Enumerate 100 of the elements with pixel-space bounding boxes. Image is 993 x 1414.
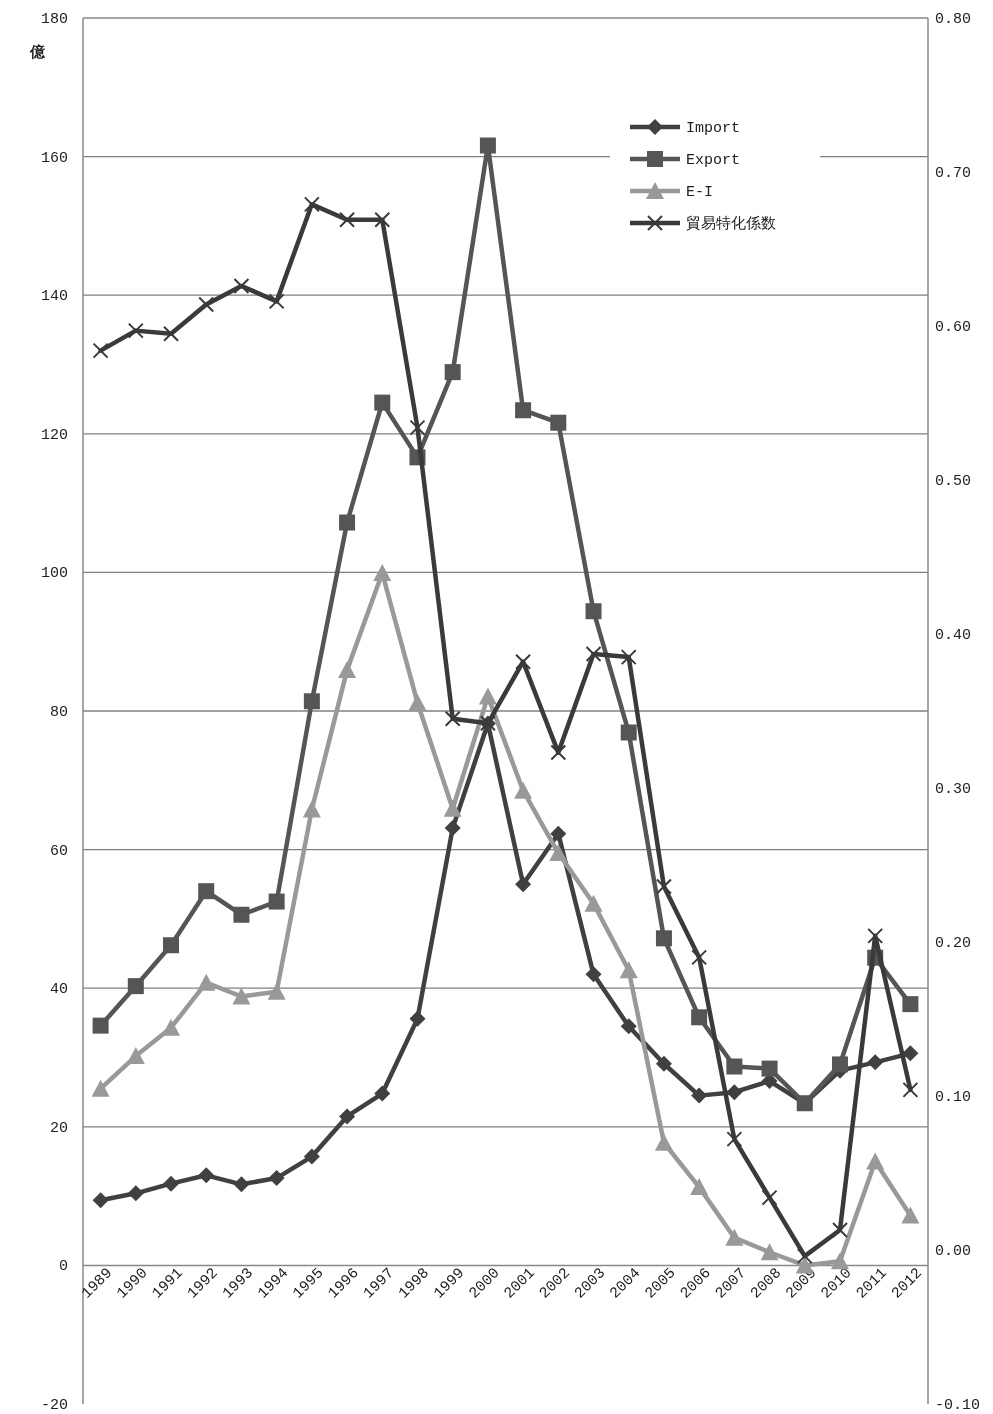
legend-label: Export	[686, 152, 741, 169]
point	[515, 876, 532, 893]
point	[338, 661, 357, 679]
point	[232, 987, 251, 1005]
y-tick-label: 80	[49, 704, 68, 721]
point	[655, 878, 672, 895]
point	[550, 744, 567, 761]
y-tick-label: 100	[40, 565, 68, 583]
y2-tick-label: 0.00	[935, 1243, 972, 1260]
point	[866, 1152, 885, 1170]
y-tick-label: 180	[40, 11, 68, 28]
y-tick-label: 20	[49, 1119, 68, 1137]
point	[339, 211, 356, 228]
point	[163, 325, 180, 342]
point	[408, 693, 427, 711]
point	[691, 1087, 708, 1104]
point	[549, 844, 568, 862]
point	[303, 693, 320, 710]
point	[163, 937, 180, 954]
point	[444, 710, 461, 727]
point	[197, 973, 216, 991]
point	[796, 1248, 813, 1265]
y2-tick-label: -0.10	[935, 1397, 981, 1414]
y2-tick-label: 0.20	[935, 935, 972, 952]
y-tick-label: 40	[49, 981, 68, 999]
point	[761, 1189, 778, 1206]
point	[726, 1131, 743, 1148]
point	[584, 894, 603, 912]
point	[91, 1079, 110, 1097]
point	[654, 1133, 673, 1151]
y-tick-label: 60	[49, 842, 68, 860]
point	[620, 649, 637, 666]
point	[831, 1221, 848, 1238]
point	[585, 603, 602, 620]
point	[373, 564, 392, 582]
point	[374, 394, 391, 411]
y-axis-title: 億	[28, 43, 46, 61]
point	[760, 1243, 779, 1261]
y2-tick-label: 0.50	[935, 473, 972, 490]
y-tick-label: -20	[40, 1397, 68, 1414]
point	[233, 1176, 250, 1193]
point	[374, 1085, 391, 1102]
point	[902, 1045, 919, 1062]
point	[268, 293, 285, 310]
y-tick-label: 160	[40, 149, 68, 167]
point	[515, 653, 532, 670]
point	[92, 1192, 109, 1209]
point	[620, 1018, 637, 1035]
point	[303, 196, 320, 213]
point	[691, 1009, 708, 1026]
point	[409, 1010, 426, 1027]
y2-tick-label: 0.30	[935, 781, 972, 798]
y2-tick-label: 0.10	[935, 1089, 972, 1106]
point	[902, 996, 919, 1013]
point	[585, 646, 602, 663]
point	[127, 1185, 144, 1202]
point	[127, 322, 144, 339]
point	[478, 687, 497, 705]
y-tick-label: 140	[40, 288, 68, 306]
point	[303, 1148, 320, 1165]
point	[267, 982, 286, 1000]
point	[302, 800, 321, 818]
point	[691, 949, 708, 966]
point	[830, 1252, 849, 1270]
legend-label: Import	[686, 120, 741, 137]
point	[619, 961, 638, 979]
point	[198, 1167, 215, 1184]
point	[409, 419, 426, 436]
point	[655, 1055, 672, 1072]
point	[198, 883, 215, 900]
point	[268, 893, 285, 910]
point	[514, 781, 533, 799]
y2-tick-label: 0.40	[935, 627, 972, 644]
y2-tick-label: 0.70	[935, 165, 972, 182]
point	[726, 1058, 743, 1075]
point	[339, 514, 356, 531]
y2-tick-label: 0.60	[935, 319, 972, 336]
point	[831, 1056, 848, 1073]
y-tick-label: 120	[40, 426, 68, 444]
point	[162, 1018, 181, 1036]
point	[725, 1228, 744, 1246]
point	[726, 1084, 743, 1101]
point	[198, 296, 215, 313]
point	[268, 1170, 285, 1187]
point	[867, 1054, 884, 1071]
point	[550, 825, 567, 842]
point	[374, 211, 391, 228]
point	[550, 414, 567, 431]
point	[92, 342, 109, 359]
point	[620, 724, 637, 741]
point	[479, 137, 496, 154]
point	[233, 906, 250, 923]
point	[92, 1017, 109, 1034]
point	[233, 277, 250, 294]
legend-label: 貿易特化係数	[686, 214, 776, 232]
point	[444, 820, 461, 837]
y2-tick-label: 0.80	[935, 11, 972, 28]
y-tick-label: 0	[58, 1258, 68, 1276]
point	[127, 978, 144, 995]
point	[867, 927, 884, 944]
